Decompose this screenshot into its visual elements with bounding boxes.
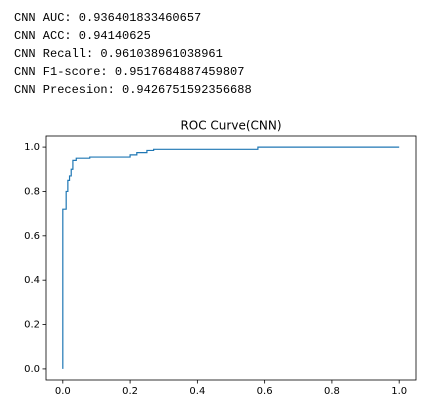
x-tick-label: 0.2	[122, 386, 138, 397]
chart-title: ROC Curve(CNN)	[180, 119, 281, 133]
output-line: CNN Recall: 0.961038961038961	[14, 47, 223, 61]
output-line: CNN Precesion: 0.9426751592356688	[14, 83, 252, 97]
x-tick-label: 0.0	[55, 386, 71, 397]
output-line: CNN AUC: 0.936401833460657	[14, 11, 201, 25]
x-tick-label: 0.8	[324, 386, 340, 397]
output-line: CNN F1-score: 0.9517684887459807	[14, 65, 244, 79]
y-tick-label: 0.2	[24, 320, 40, 331]
output-line: CNN ACC: 0.94140625	[14, 29, 151, 43]
x-tick-label: 0.4	[189, 386, 205, 397]
y-tick-label: 0.4	[24, 275, 40, 286]
roc-line	[62, 146, 400, 369]
x-tick-label: 1.0	[391, 386, 407, 397]
y-tick-label: 0.6	[24, 231, 40, 242]
y-tick-label: 0.8	[24, 186, 40, 197]
y-tick-label: 1.0	[24, 142, 40, 153]
plot-frame	[45, 135, 417, 381]
x-tick-label: 0.6	[257, 386, 273, 397]
y-tick-label: 0.0	[24, 364, 40, 375]
